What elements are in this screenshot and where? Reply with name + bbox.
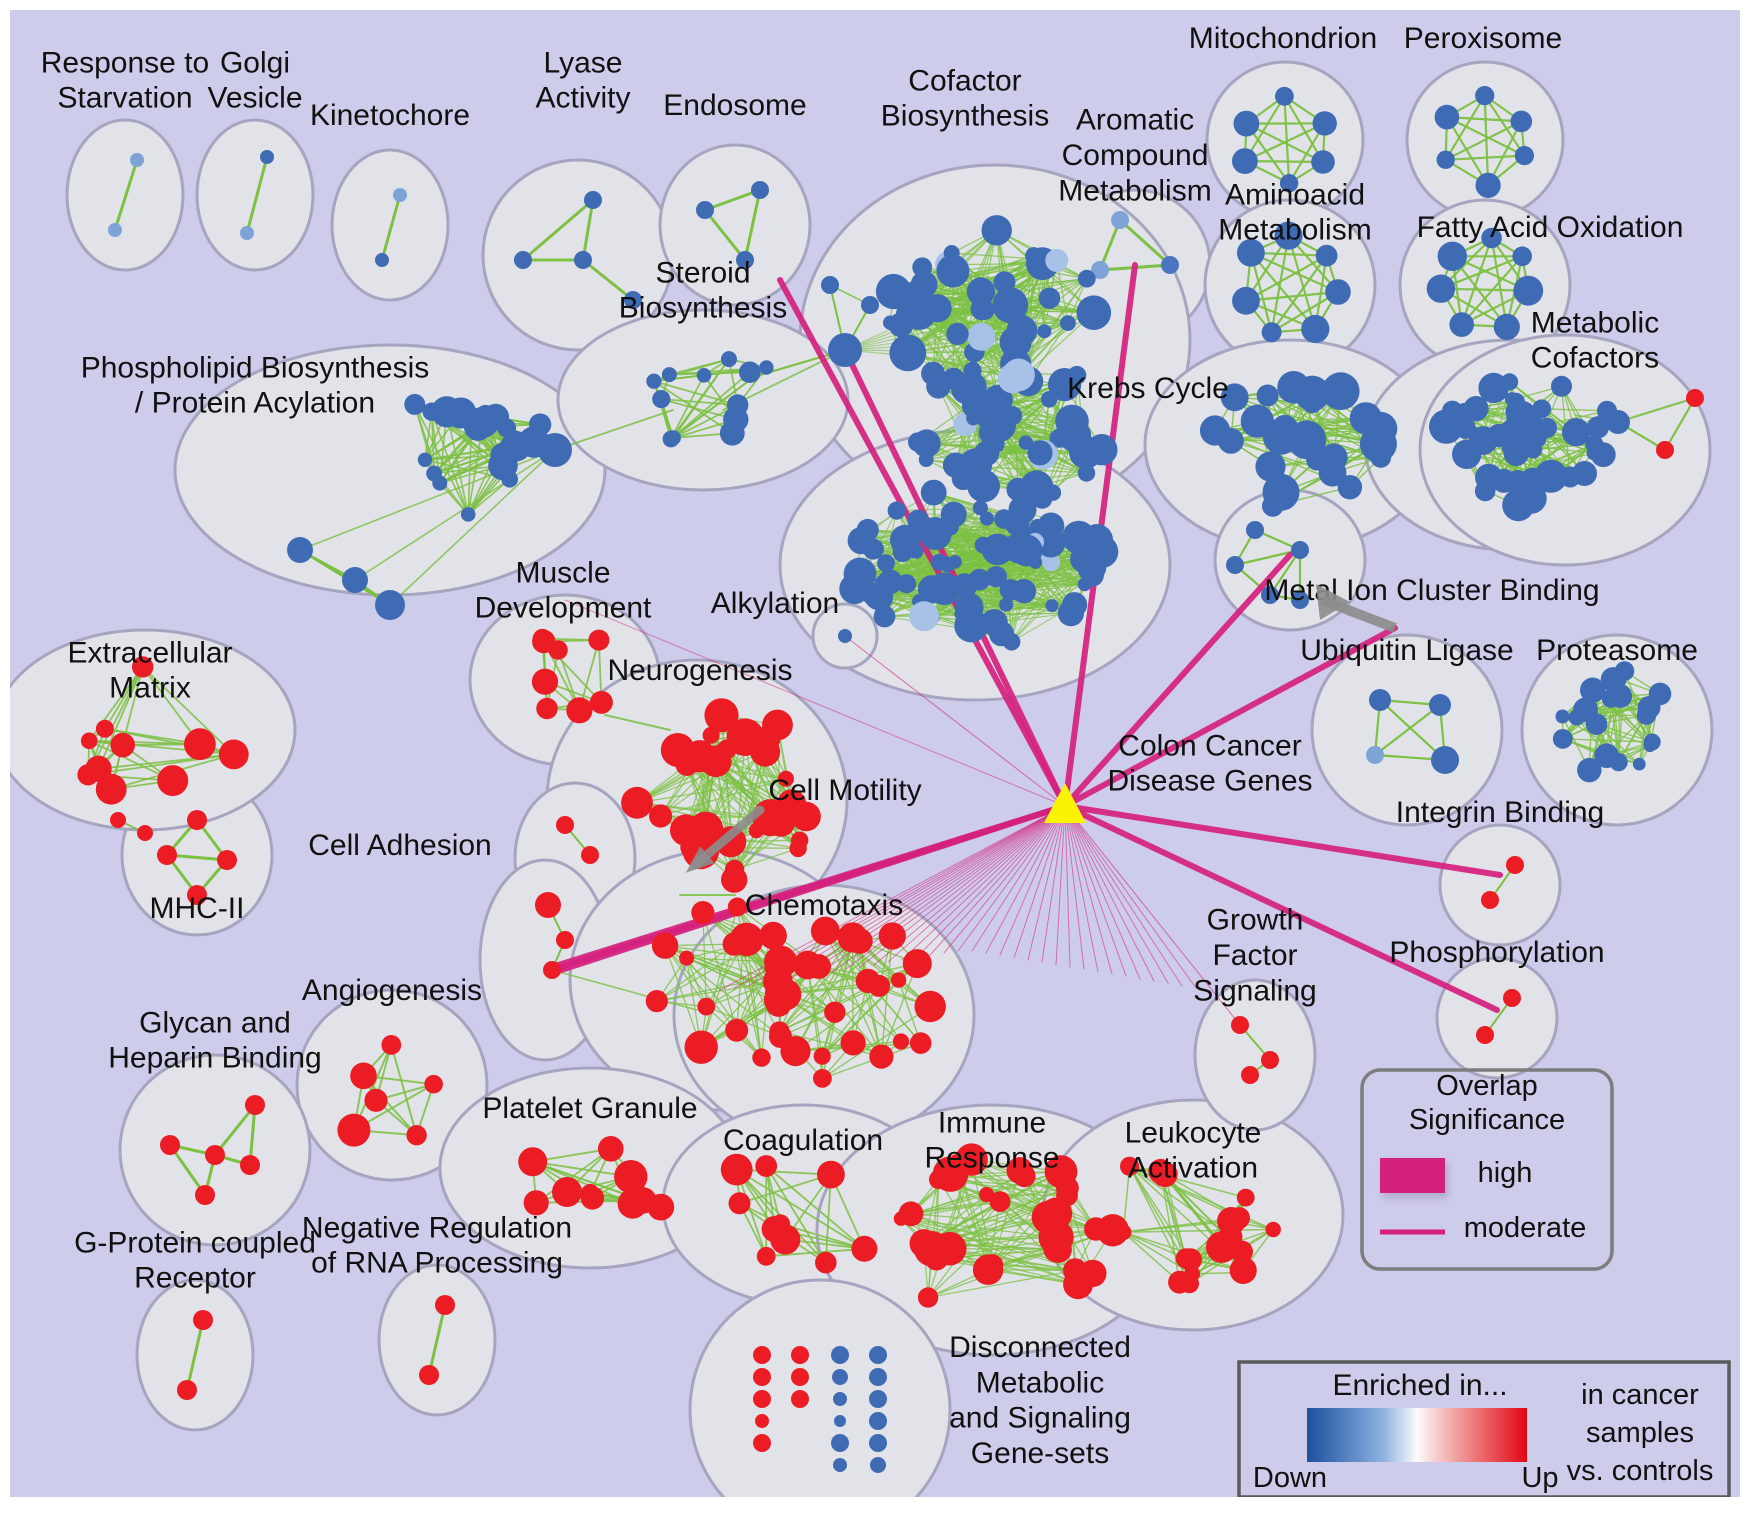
svg-text:Ubiquitin Ligase: Ubiquitin Ligase <box>1300 634 1513 667</box>
svg-text:Cell Motility: Cell Motility <box>768 774 921 807</box>
svg-text:Peroxisome: Peroxisome <box>1404 22 1562 55</box>
svg-text:Kinetochore: Kinetochore <box>310 99 470 132</box>
svg-text:Metal Ion Cluster Binding: Metal Ion Cluster Binding <box>1264 574 1599 607</box>
svg-text:Krebs Cycle: Krebs Cycle <box>1067 372 1229 405</box>
svg-text:Phosphorylation: Phosphorylation <box>1389 936 1604 969</box>
svg-text:Mitochondrion: Mitochondrion <box>1189 22 1377 55</box>
svg-text:Chemotaxis: Chemotaxis <box>745 889 903 922</box>
svg-text:Cell Adhesion: Cell Adhesion <box>308 829 491 862</box>
svg-text:Angiogenesis: Angiogenesis <box>302 974 482 1007</box>
svg-text:Alkylation: Alkylation <box>711 587 839 620</box>
svg-text:Fatty Acid Oxidation: Fatty Acid Oxidation <box>1417 211 1684 244</box>
svg-text:high: high <box>1478 1157 1533 1189</box>
svg-text:Down: Down <box>1253 1462 1327 1494</box>
svg-text:Enriched in...: Enriched in... <box>1332 1369 1507 1402</box>
svg-text:MHC-II: MHC-II <box>150 892 245 925</box>
svg-text:Integrin Binding: Integrin Binding <box>1396 796 1604 829</box>
svg-text:Up: Up <box>1521 1462 1558 1494</box>
svg-text:vs. controls: vs. controls <box>1567 1455 1714 1487</box>
svg-text:Coagulation: Coagulation <box>723 1124 883 1157</box>
svg-text:samples: samples <box>1586 1417 1694 1449</box>
svg-text:Endosome: Endosome <box>663 89 806 122</box>
svg-text:moderate: moderate <box>1464 1212 1587 1244</box>
svg-text:in cancer: in cancer <box>1581 1379 1699 1411</box>
svg-text:Platelet Granule: Platelet Granule <box>482 1092 697 1125</box>
svg-text:Neurogenesis: Neurogenesis <box>607 654 792 687</box>
svg-text:Proteasome: Proteasome <box>1536 634 1698 667</box>
